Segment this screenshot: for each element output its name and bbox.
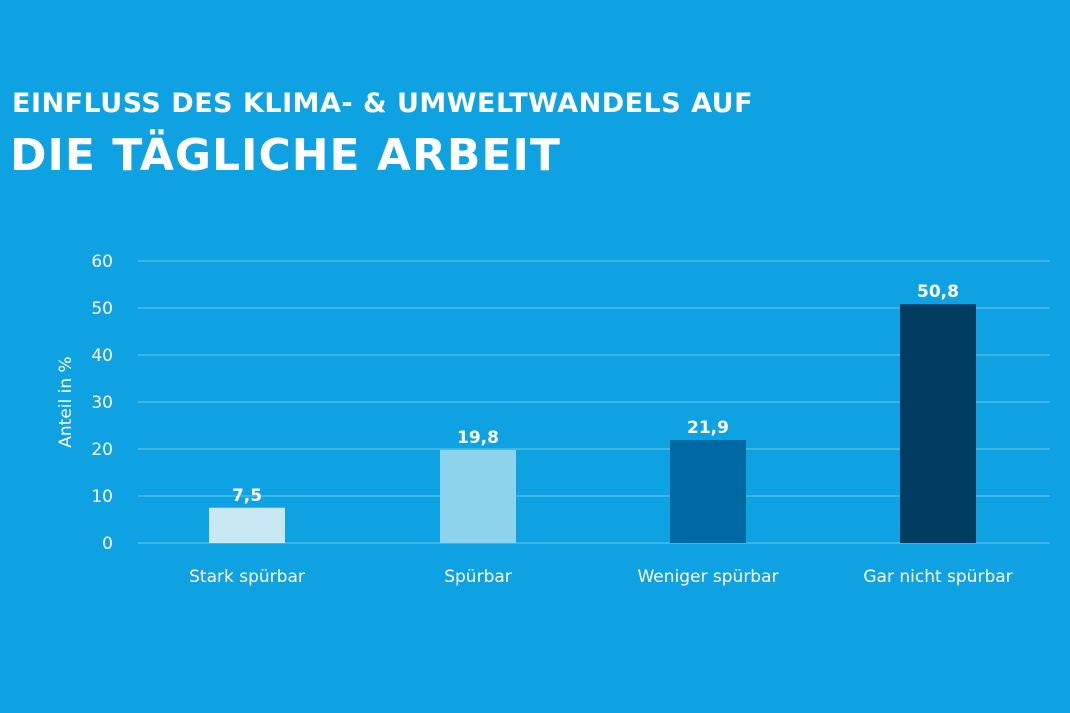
data-label: 50,8 [917,282,959,302]
chart-title: EINFLUSS DES KLIMA- & UMWELTWANDELS AUF [12,88,754,119]
bar [670,440,746,543]
y-tick-label: 60 [91,252,113,272]
x-tick-label: Spürbar [444,567,512,587]
y-tick-label: 10 [91,487,113,507]
y-tick-label: 50 [91,299,113,319]
bar [440,449,516,543]
chart-subtitle: DIE TÄGLICHE ARBEIT [10,130,561,181]
data-label: 19,8 [457,428,499,448]
bar [900,304,976,543]
data-label: 21,9 [687,418,729,438]
x-tick-label: Gar nicht spürbar [863,567,1012,587]
y-tick-label: 30 [91,393,113,413]
y-tick-label: 40 [91,346,113,366]
y-tick-label: 20 [91,440,113,460]
y-tick-label: 0 [102,534,113,554]
x-tick-label: Weniger spürbar [637,567,778,587]
x-tick-label: Stark spürbar [189,567,305,587]
data-label: 7,5 [232,486,262,506]
y-axis-label: Anteil in % [56,356,76,447]
bar [209,507,285,543]
